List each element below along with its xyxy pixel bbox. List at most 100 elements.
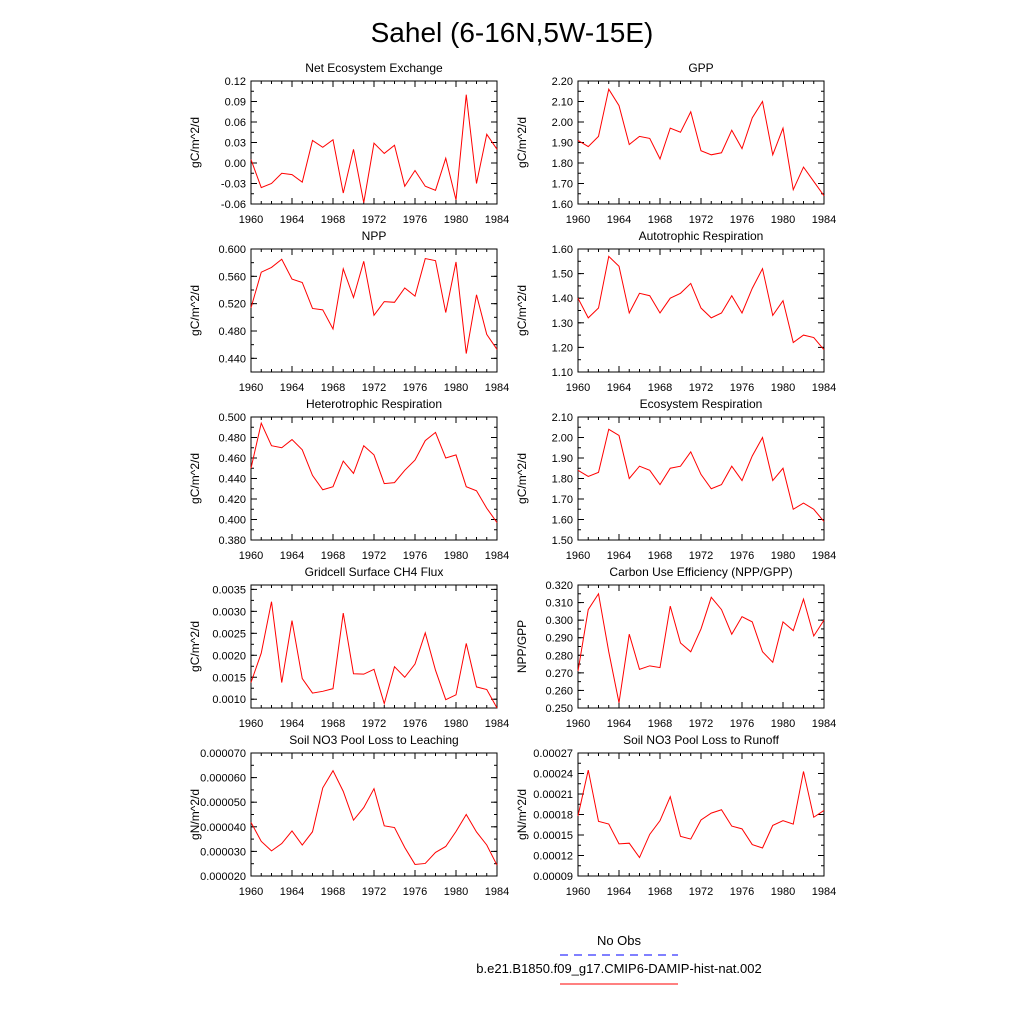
chart-5-x-tick-label: 1960 (239, 550, 263, 562)
chart-6-ylabel: gC/m^2/d (515, 453, 529, 504)
chart-8-y-tick-label: 0.300 (545, 615, 573, 627)
chart-2-x-tick-label: 1980 (771, 214, 795, 226)
chart-10-y-tick-label: 0.00015 (533, 830, 573, 842)
chart-8-y-tick-label: 0.290 (545, 633, 573, 645)
chart-9-y-tick-label: 0.000050 (200, 797, 246, 809)
chart-8-x-tick-label: 1980 (771, 718, 795, 730)
chart-2-y-tick-label: 1.90 (552, 138, 573, 150)
chart-2-y-tick-label: 2.00 (552, 117, 573, 129)
chart-2-y-tick-label: 1.70 (552, 179, 573, 191)
chart-1-y-tick-label: 0.00 (225, 158, 246, 170)
chart-9-y-tick-label: 0.000030 (200, 846, 246, 858)
chart-5-x-tick-label: 1976 (403, 550, 427, 562)
chart-2-x-tick-label: 1972 (689, 214, 713, 226)
chart-7-x-tick-label: 1976 (403, 718, 427, 730)
chart-4-x-tick-label: 1976 (730, 382, 754, 394)
chart-4-y-tick-label: 1.10 (552, 367, 573, 379)
chart-3-x-tick-label: 1980 (444, 382, 468, 394)
chart-4-y-tick-label: 1.20 (552, 342, 573, 354)
chart-2-y-tick-label: 1.80 (552, 158, 573, 170)
chart-gridcell-surface-ch4-flux: Gridcell Surface CH4 Flux gC/m^2/d 1960 196… (188, 565, 509, 730)
chart-1-ylabel: gC/m^2/d (188, 117, 202, 168)
chart-9-y-tick-label: 0.000060 (200, 773, 246, 785)
chart-5-x-tick-label: 1964 (280, 550, 304, 562)
chart-1-x-tick-label: 1976 (403, 214, 427, 226)
chart-8-y-tick-label: 0.260 (545, 685, 573, 697)
chart-5-y-tick-label: 0.480 (218, 433, 246, 445)
chart-10-x-tick-label: 1960 (566, 886, 590, 898)
chart-10-x-tick-label: 1964 (607, 886, 631, 898)
chart-5-x-tick-label: 1968 (321, 550, 345, 562)
chart-4-x-tick-label: 1972 (689, 382, 713, 394)
chart-4-ylabel: gC/m^2/d (515, 285, 529, 336)
chart-6-series-line-1 (577, 428, 825, 522)
chart-7-y-tick-label: 0.0020 (212, 650, 246, 662)
legend-obs-label: No Obs (597, 933, 642, 948)
chart-2-y-tick-label: 2.10 (552, 97, 573, 109)
chart-3-x-tick-label: 1984 (485, 382, 509, 394)
chart-5-y-tick-label: 0.440 (218, 474, 246, 486)
chart-1-x-tick-label: 1968 (321, 214, 345, 226)
chart-9-x-tick-label: 1964 (280, 886, 304, 898)
chart-8-x-tick-label: 1984 (812, 718, 836, 730)
chart-6-y-tick-label: 1.90 (552, 453, 573, 465)
chart-7-y-tick-label: 0.0015 (212, 672, 246, 684)
chart-7-x-tick-label: 1964 (280, 718, 304, 730)
chart-9-x-tick-label: 1968 (321, 886, 345, 898)
chart-10-x-tick-label: 1972 (689, 886, 713, 898)
legend: No Obs b.e21.B1850.f09_g17.CMIP6-DAMIP-h… (476, 933, 762, 985)
chart-net-ecosystem-exchange: Net Ecosystem Exchange gC/m^2/d 1960 1964 19… (188, 61, 509, 226)
chart-4-x-tick-label: 1984 (812, 382, 836, 394)
chart-7-y-tick-label: 0.0010 (212, 694, 246, 706)
chart-1-y-tick-label: 0.03 (225, 138, 246, 150)
chart-3-y-tick-label: 0.480 (218, 326, 246, 338)
chart-2-x-tick-label: 1960 (566, 214, 590, 226)
chart-3-x-tick-label: 1968 (321, 382, 345, 394)
chart-1-y-tick-label: 0.12 (225, 76, 246, 88)
chart-9-x-tick-label: 1976 (403, 886, 427, 898)
chart-soil-no3-pool-loss-to-runoff: Soil NO3 Pool Loss to Runoff gN/m^2/d 1960… (515, 733, 836, 898)
chart-4-title: Autotrophic Respiration (639, 229, 764, 243)
chart-2-x-tick-label: 1976 (730, 214, 754, 226)
chart-3-series-line-1 (250, 257, 498, 354)
chart-6-y-tick-label: 2.00 (552, 433, 573, 445)
chart-7-ylabel: gC/m^2/d (188, 621, 202, 672)
chart-4-x-tick-label: 1964 (607, 382, 631, 394)
chart-1-x-tick-label: 1960 (239, 214, 263, 226)
chart-2-ylabel: gC/m^2/d (515, 117, 529, 168)
chart-7-series-line-1 (250, 601, 498, 709)
chart-2-x-tick-label: 1964 (607, 214, 631, 226)
chart-6-x-tick-label: 1976 (730, 550, 754, 562)
chart-1-x-tick-label: 1984 (485, 214, 509, 226)
chart-2-y-tick-label: 2.20 (552, 76, 573, 88)
chart-10-y-tick-label: 0.00018 (533, 810, 573, 822)
chart-3-x-tick-label: 1960 (239, 382, 263, 394)
chart-8-plot-frame (577, 584, 825, 709)
chart-5-y-tick-label: 0.500 (218, 412, 246, 424)
chart-6-y-tick-label: 1.70 (552, 494, 573, 506)
chart-7-x-tick-label: 1960 (239, 718, 263, 730)
chart-3-y-tick-label: 0.440 (218, 353, 246, 365)
chart-4-series-line-1 (577, 255, 825, 351)
chart-7-y-tick-label: 0.0030 (212, 606, 246, 618)
chart-10-x-tick-label: 1968 (648, 886, 672, 898)
chart-2-y-tick-label: 1.60 (552, 199, 573, 211)
chart-7-y-tick-label: 0.0025 (212, 628, 246, 640)
chart-2-series-line-1 (577, 87, 825, 197)
chart-9-plot-frame (250, 752, 498, 877)
chart-6-y-tick-label: 1.80 (552, 474, 573, 486)
chart-10-ylabel: gN/m^2/d (515, 789, 529, 840)
chart-3-x-tick-label: 1976 (403, 382, 427, 394)
chart-8-y-tick-label: 0.250 (545, 703, 573, 715)
chart-5-x-tick-label: 1984 (485, 550, 509, 562)
chart-autotrophic-respiration: Autotrophic Respiration gC/m^2/d 1960 1964 1… (515, 229, 836, 394)
chart-8-y-tick-label: 0.270 (545, 668, 573, 680)
chart-10-plot-frame (577, 752, 825, 877)
chart-10-series-line-1 (577, 769, 825, 859)
chart-2-title: GPP (688, 61, 713, 75)
chart-9-series-line-1 (250, 769, 498, 866)
chart-8-x-tick-label: 1960 (566, 718, 590, 730)
chart-4-y-tick-label: 1.40 (552, 293, 573, 305)
chart-7-y-tick-label: 0.0035 (212, 584, 246, 596)
chart-9-y-tick-label: 0.000070 (200, 748, 246, 760)
